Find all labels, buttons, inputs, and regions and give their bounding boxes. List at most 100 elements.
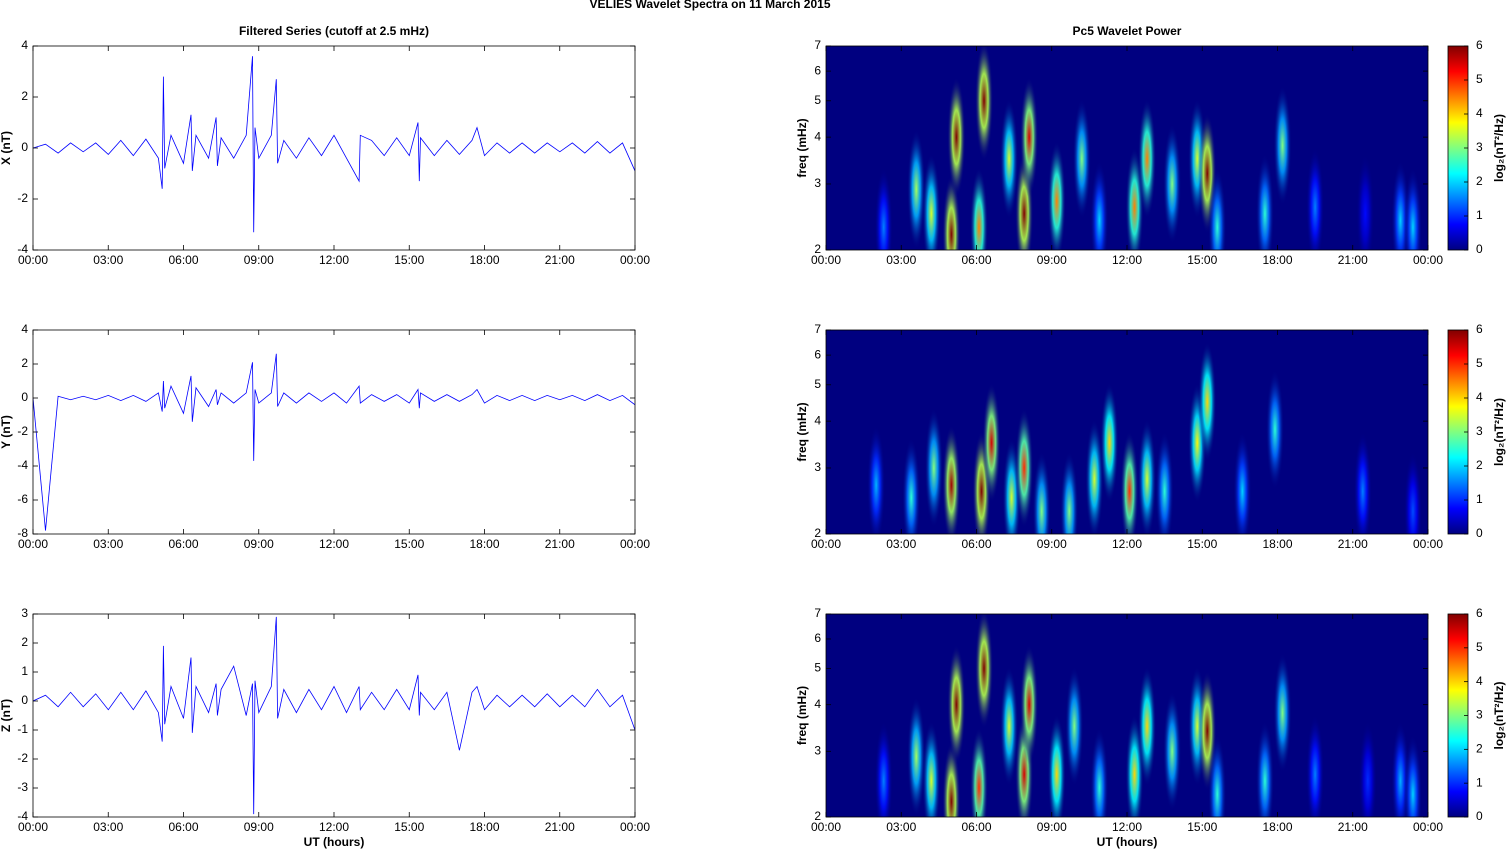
colorbar-tick-label: 2	[1476, 174, 1483, 188]
x-tick-label: 03:00	[93, 537, 123, 551]
power-blob	[1138, 419, 1157, 534]
x-tick-label: 21:00	[1338, 253, 1368, 267]
plot-content	[33, 56, 635, 233]
colorbar-tick-label: 5	[1476, 72, 1483, 86]
plot-area	[33, 330, 635, 534]
x-tick-label: 09:00	[1037, 537, 1067, 551]
colorbar-tick-label: 4	[1476, 106, 1483, 120]
y-tick-label: -2	[17, 424, 28, 438]
y-tick-label: 0	[21, 693, 28, 707]
x-tick-label: 21:00	[545, 253, 575, 267]
power-blob	[1306, 147, 1325, 250]
x-tick-label: 00:00	[1413, 537, 1443, 551]
x-tick-label: 09:00	[244, 820, 274, 834]
y-tick-label: 7	[814, 38, 821, 52]
power-blob	[1100, 382, 1119, 503]
power-blob	[1265, 369, 1284, 490]
colorbar-tick-label: 0	[1476, 526, 1483, 540]
power-blob	[1233, 431, 1252, 534]
x-tick-label: 00:00	[620, 253, 650, 267]
x-tick-label: 00:00	[1413, 820, 1443, 834]
y-tick-label: 2	[814, 526, 821, 540]
power-blob	[1273, 85, 1292, 206]
power-blob	[1273, 652, 1292, 773]
power-blob	[1198, 341, 1217, 462]
power-blob	[1047, 714, 1066, 817]
colorbar-tick-label: 2	[1476, 458, 1483, 472]
x-tick-label: 06:00	[168, 820, 198, 834]
x-axis-label: UT (hours)	[1097, 835, 1158, 849]
x-tick-label: 21:00	[1338, 820, 1368, 834]
x-tick-label: 00:00	[620, 820, 650, 834]
x-tick-label: 09:00	[244, 537, 274, 551]
y-tick-label: 2	[21, 89, 28, 103]
y-tick-label: 3	[21, 606, 28, 620]
power-blob	[947, 644, 966, 765]
signal-line	[33, 353, 635, 531]
colorbar-tick-label: 1	[1476, 775, 1483, 789]
x-tick-label: 06:00	[961, 820, 991, 834]
x-tick-label: 12:00	[1112, 253, 1142, 267]
y-tick-label: 3	[814, 460, 821, 474]
y-axis-label: Y (nT)	[0, 415, 13, 449]
y-tick-label: 6	[814, 347, 821, 361]
colorbar-tick-label: 4	[1476, 390, 1483, 404]
y-tick-label: 1	[21, 664, 28, 678]
panel-title: Filtered Series (cutoff at 2.5 mHz)	[239, 24, 429, 38]
colorbar-tick-label: 3	[1476, 708, 1483, 722]
y-axis-label: freq (mHz)	[795, 118, 809, 177]
panel-title: Pc5 Wavelet Power	[1073, 24, 1182, 38]
heatmap-content	[874, 614, 1422, 817]
power-blob	[922, 153, 941, 250]
x-tick-label: 21:00	[1338, 537, 1368, 551]
power-blob	[1000, 98, 1019, 219]
x-tick-label: 18:00	[1262, 537, 1292, 551]
colorbar-tick-label: 0	[1476, 809, 1483, 823]
power-blob	[867, 425, 886, 534]
colorbar-tick-label: 4	[1476, 674, 1483, 688]
x-tick-label: 12:00	[1112, 537, 1142, 551]
power-blob	[1356, 153, 1375, 250]
power-blob	[1020, 77, 1039, 198]
colorbar-tick-label: 6	[1476, 322, 1483, 336]
colorbar-label: log₂(nT²/Hz)	[1492, 398, 1506, 466]
x-tick-label: 06:00	[961, 537, 991, 551]
x-tick-label: 00:00	[811, 820, 841, 834]
power-blob	[947, 77, 966, 198]
y-tick-label: 5	[814, 661, 821, 675]
colorbar-label: log₂(nT²/Hz)	[1492, 682, 1506, 750]
x-tick-label: 15:00	[394, 253, 424, 267]
y-tick-label: 0	[21, 140, 28, 154]
signal-line	[33, 616, 635, 815]
x-tick-label: 03:00	[93, 253, 123, 267]
x-tick-label: 00:00	[811, 253, 841, 267]
power-blob	[1208, 167, 1227, 250]
x-tick-label: 09:00	[244, 253, 274, 267]
power-blob	[1000, 666, 1019, 787]
y-tick-label: 7	[814, 606, 821, 620]
x-tick-label: 09:00	[1037, 820, 1067, 834]
power-blob	[1255, 720, 1274, 817]
power-blob	[982, 382, 1001, 503]
power-blob	[1403, 734, 1422, 817]
plot-area	[33, 614, 635, 817]
x-axis-label: UT (hours)	[304, 835, 365, 849]
y-tick-label: 6	[814, 631, 821, 645]
x-tick-label: 00:00	[1413, 253, 1443, 267]
power-blob	[942, 425, 961, 534]
power-blob	[1255, 153, 1274, 250]
x-tick-label: 15:00	[1187, 820, 1217, 834]
power-blob	[1306, 714, 1325, 817]
power-blob	[1403, 167, 1422, 250]
power-blob	[1085, 419, 1104, 534]
x-tick-label: 00:00	[18, 820, 48, 834]
x-tick-label: 03:00	[886, 253, 916, 267]
y-tick-label: 4	[21, 322, 28, 336]
power-blob	[874, 167, 893, 250]
power-blob	[1032, 451, 1051, 534]
colorbar-tick-label: 5	[1476, 356, 1483, 370]
colorbar-tick-label: 0	[1476, 242, 1483, 256]
x-tick-label: 21:00	[545, 820, 575, 834]
y-tick-label: -6	[17, 492, 28, 506]
y-tick-label: 5	[814, 93, 821, 107]
